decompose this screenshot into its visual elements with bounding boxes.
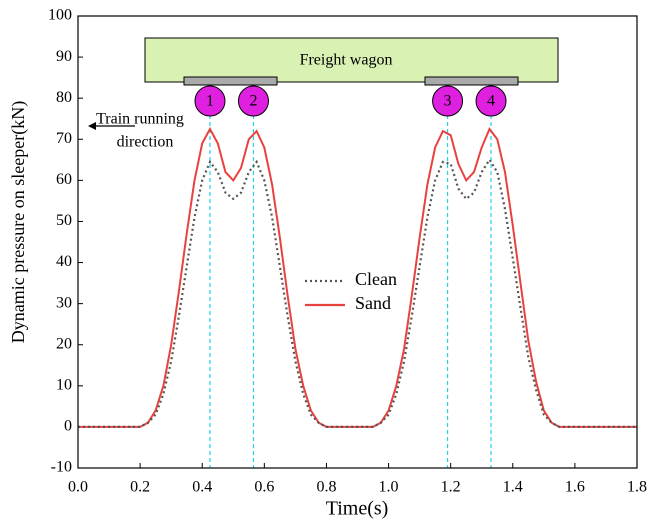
x-tick-label: 0.4 [192,479,212,496]
wagon-body [144,37,559,83]
wheel [432,85,464,117]
x-tick-label: 0.6 [254,479,274,496]
bogie [424,76,519,86]
y-tick-label: 70 [56,130,72,147]
x-tick-label: 0.2 [130,479,150,496]
y-tick-label: 80 [56,89,72,106]
x-tick-label: 1.8 [627,479,647,496]
wagon-label: Freight wagon [300,52,393,69]
y-tick-label: 60 [56,171,72,188]
wheel-label: 3 [444,93,452,110]
wheel [475,85,507,117]
y-tick-label: 0 [64,418,72,435]
y-tick-label: 10 [56,376,72,393]
wheel [237,85,269,117]
x-tick-label: 1.0 [379,479,399,496]
wheel-label: 2 [249,93,257,110]
x-tick-label: 1.6 [565,479,585,496]
y-tick-label: 20 [56,335,72,352]
x-tick-label: 0.8 [316,479,336,496]
wheel-label: 4 [487,93,495,110]
y-tick-label: 30 [56,294,72,311]
x-axis-label: Time(s) [326,498,389,520]
arrow-head [88,122,96,130]
x-tick-label: 1.2 [441,479,461,496]
legend-label: Sand [355,293,391,313]
x-tick-label: 1.4 [503,479,523,496]
y-tick-label: 50 [56,212,72,229]
y-axis-label: Dynamic pressure on sleeper(kN) [8,101,29,343]
wheel [194,85,226,117]
series-line [78,157,637,428]
wheel-label: 1 [206,93,214,110]
direction-label: direction [117,134,174,151]
y-tick-label: 40 [56,253,72,270]
legend-label: Clean [355,269,397,289]
bogie [183,76,278,86]
plot-frame [77,15,638,469]
y-tick-label: 90 [56,48,72,65]
y-tick-label: -10 [51,459,72,476]
x-tick-label: 0.0 [68,479,88,496]
y-tick-label: 100 [48,7,72,24]
direction-label: Train running [96,111,184,128]
